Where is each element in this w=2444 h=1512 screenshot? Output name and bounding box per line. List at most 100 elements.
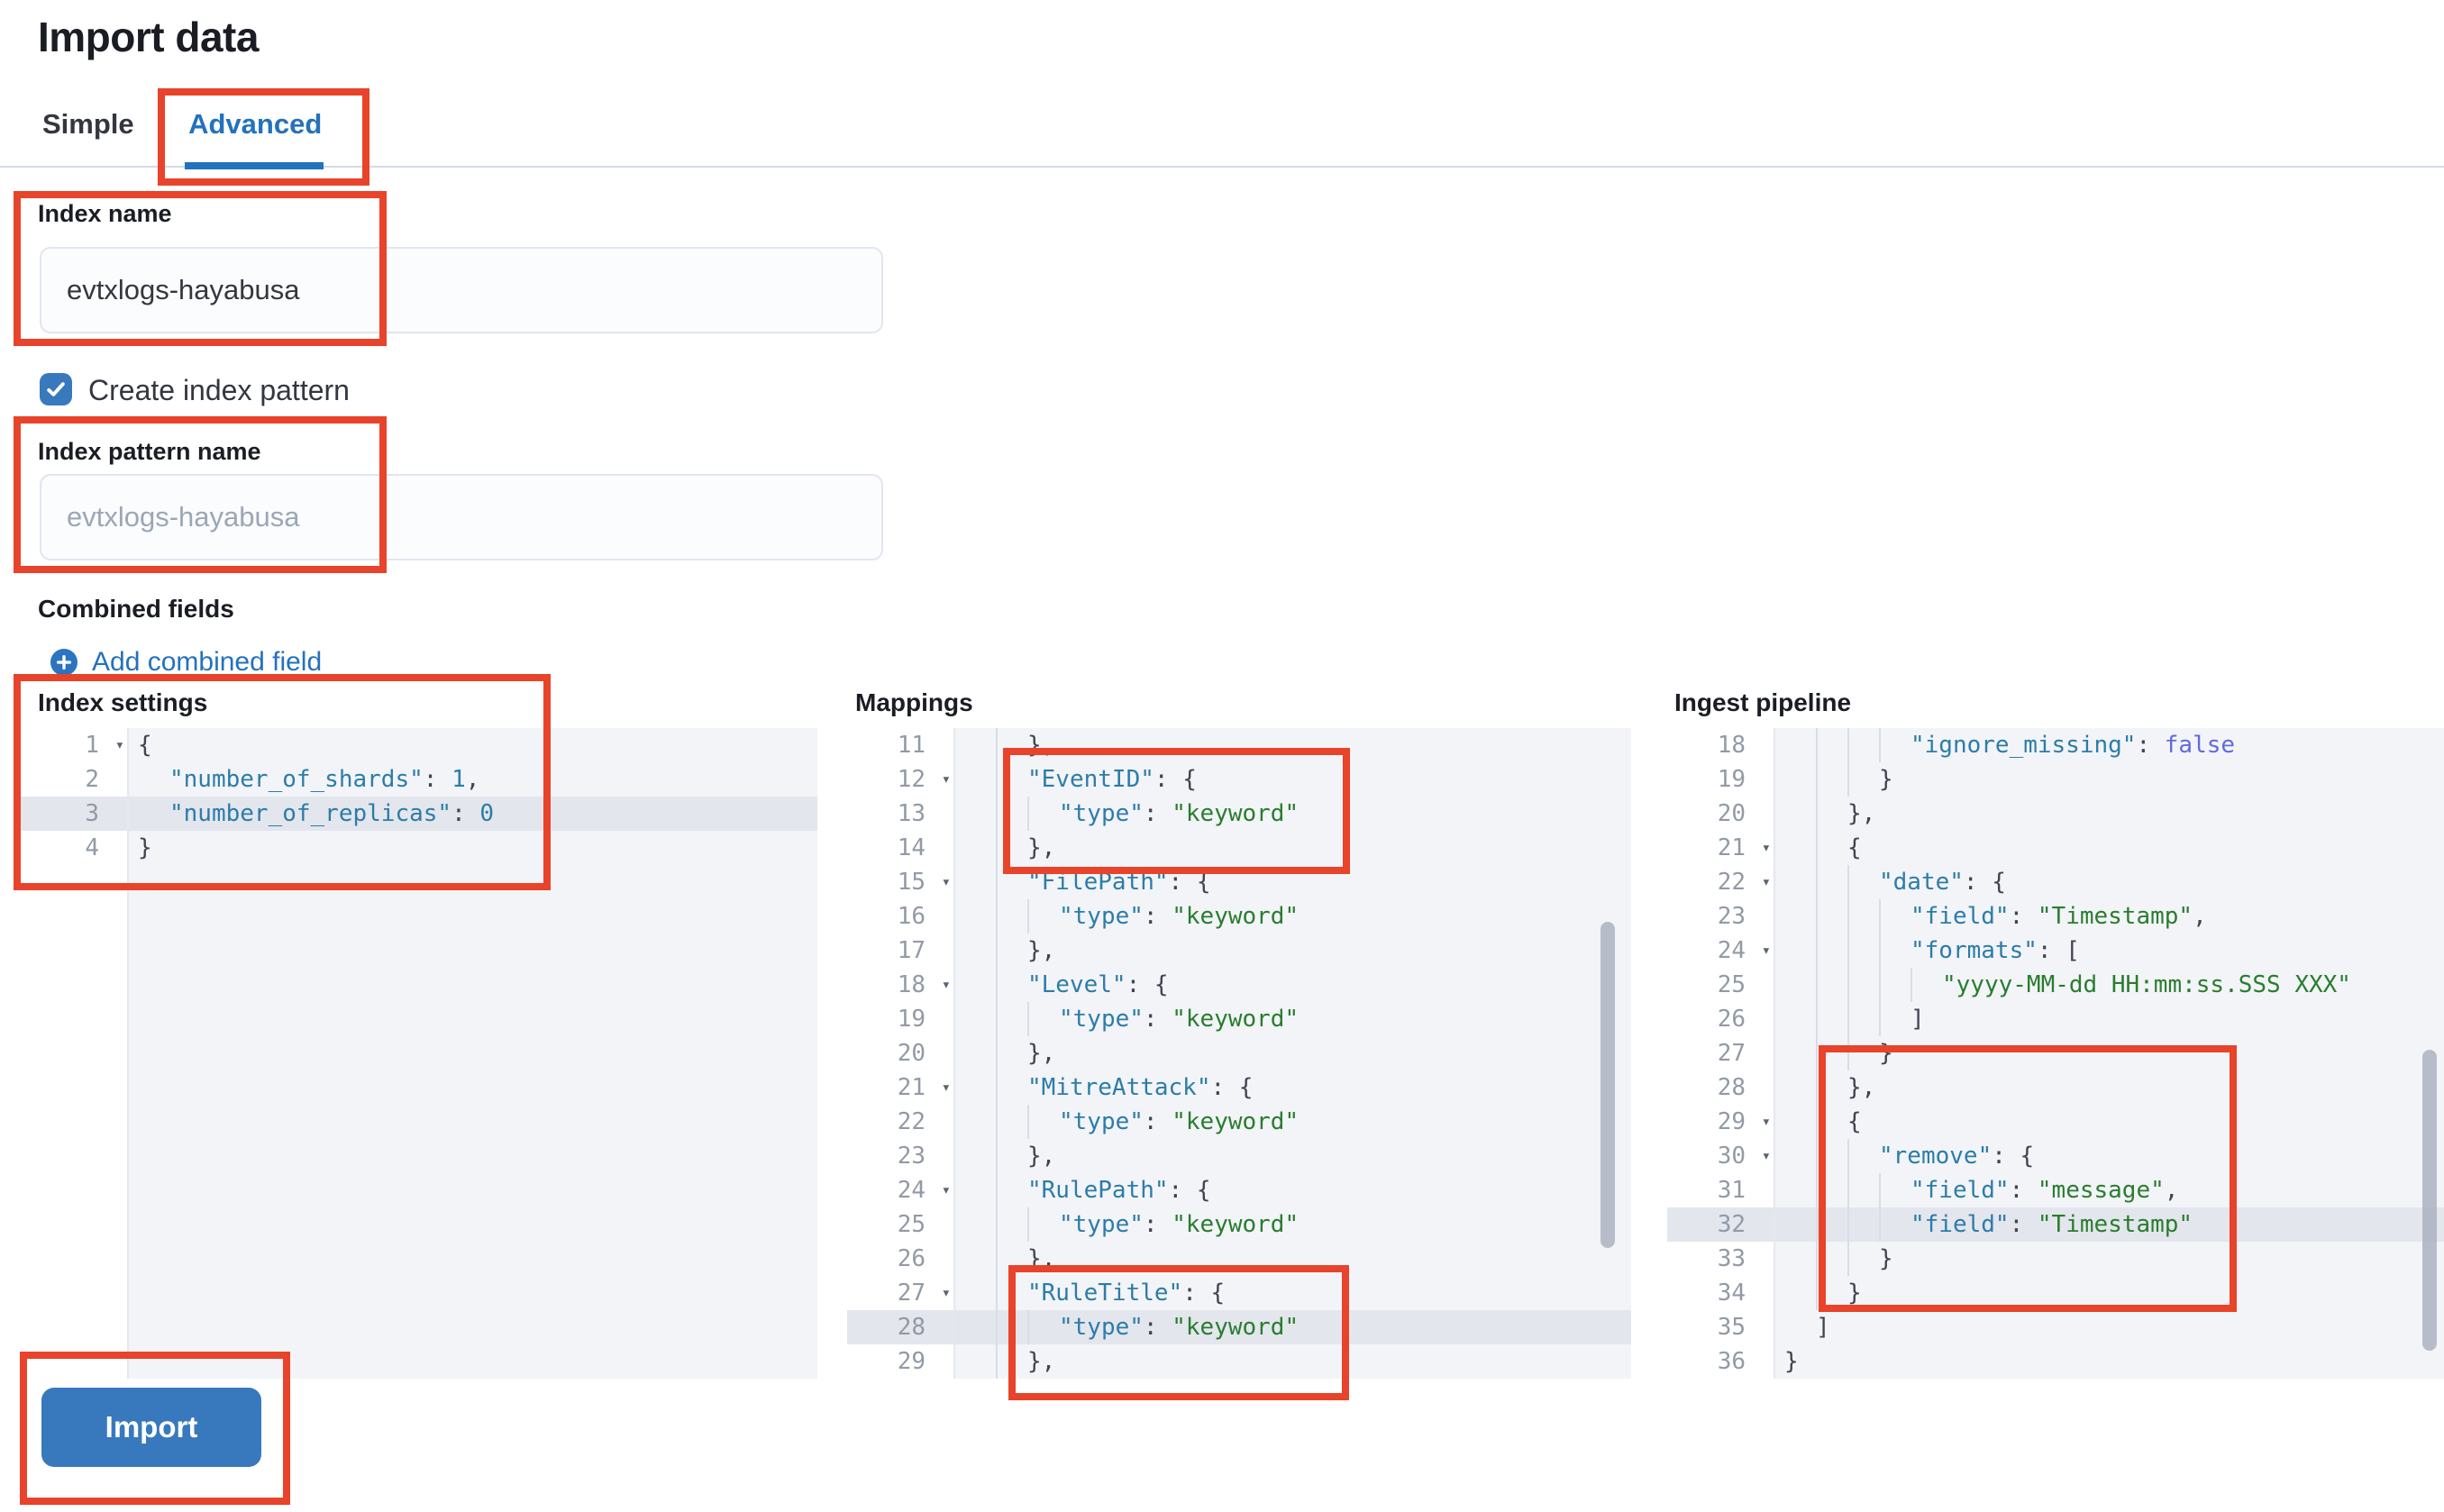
- line-number: 18 ▾: [847, 968, 955, 1002]
- code-line-22[interactable]: 22 ▾ "date": {: [1667, 865, 2444, 899]
- code-token: "RulePath": [1027, 1177, 1169, 1204]
- index-name-input[interactable]: [40, 247, 883, 333]
- code-line-31[interactable]: 31 "field": "message",: [1667, 1173, 2444, 1207]
- code-line-32[interactable]: 32 "field": "Timestamp": [1667, 1207, 2444, 1242]
- create-index-pattern-checkbox[interactable]: [40, 373, 72, 405]
- line-number: 26: [1717, 1006, 1746, 1033]
- code-token: "type": [1059, 1314, 1144, 1341]
- code-line-30[interactable]: 30 ▾ "remove": {: [1667, 1139, 2444, 1173]
- line-number: 30 ▾: [1667, 1139, 1775, 1173]
- mappings-label: Mappings: [855, 688, 973, 716]
- code-token: : {: [1126, 971, 1169, 998]
- indent-guide: [1847, 968, 1849, 1002]
- code-token: "keyword": [1172, 1006, 1300, 1033]
- code-token: "MitreAttack": [1027, 1074, 1211, 1101]
- code-token: "type": [1059, 1108, 1144, 1135]
- code-line-2[interactable]: 2 "number_of_shards": 1,: [21, 762, 817, 797]
- code-line-12[interactable]: 12 ▾ "EventID": {: [847, 762, 1631, 797]
- code-line-26[interactable]: 26]: [1667, 1002, 2444, 1036]
- code-line-25[interactable]: 25 "yyyy-MM-dd HH:mm:ss.SSS XXX": [1667, 968, 2444, 1002]
- fold-arrow-icon[interactable]: ▾: [941, 1079, 951, 1097]
- code-line-11[interactable]: 11},: [847, 728, 1631, 762]
- indent-guide: [1816, 728, 1818, 762]
- indent-guide: [1816, 1002, 1818, 1036]
- code-line-21[interactable]: 21 ▾ "MitreAttack": {: [847, 1070, 1631, 1105]
- code-line-28[interactable]: 28},: [1667, 1070, 2444, 1105]
- line-number: 16: [897, 903, 926, 930]
- editor-scrollbar-thumb[interactable]: [1600, 922, 1615, 1248]
- code-line-17[interactable]: 17},: [847, 934, 1631, 968]
- code-token: "RuleTitle": [1027, 1280, 1183, 1307]
- code-line-19[interactable]: 19}: [1667, 762, 2444, 797]
- code-token: "ignore_missing": [1911, 732, 2137, 759]
- code-line-34[interactable]: 34}: [1667, 1276, 2444, 1310]
- code-line-33[interactable]: 33}: [1667, 1242, 2444, 1276]
- fold-arrow-icon[interactable]: ▾: [941, 770, 951, 788]
- code-line-20[interactable]: 20},: [1667, 797, 2444, 831]
- tab-simple[interactable]: Simple: [42, 108, 134, 140]
- code-token: },: [1027, 937, 1056, 964]
- fold-arrow-icon[interactable]: ▾: [941, 1284, 951, 1302]
- code-line-16[interactable]: 16 "type": "keyword": [847, 899, 1631, 934]
- line-number: 24 ▾: [847, 1173, 955, 1207]
- code-line-14[interactable]: 14},: [847, 831, 1631, 865]
- code-line-4[interactable]: 4}: [21, 831, 817, 865]
- code-line-35[interactable]: 35]: [1667, 1310, 2444, 1344]
- code-line-24[interactable]: 24 ▾ "RulePath": {: [847, 1173, 1631, 1207]
- code-line-19[interactable]: 19 "type": "keyword": [847, 1002, 1631, 1036]
- code-line-27[interactable]: 27}: [1667, 1036, 2444, 1070]
- indent-guide: [1027, 1207, 1029, 1242]
- code-token: "yyyy-MM-dd HH:mm:ss.SSS XXX": [1942, 971, 2351, 998]
- code-line-29[interactable]: 29},: [847, 1344, 1631, 1379]
- fold-arrow-icon[interactable]: ▾: [1761, 942, 1771, 960]
- add-combined-field-label: Add combined field: [92, 647, 323, 677]
- add-combined-field-link[interactable]: Add combined field: [50, 647, 322, 678]
- code-line-36[interactable]: 36}: [1667, 1344, 2444, 1379]
- tab-advanced[interactable]: Advanced: [185, 103, 324, 169]
- code-line-22[interactable]: 22 "type": "keyword": [847, 1105, 1631, 1139]
- index-settings-editor[interactable]: 1 ▾ {2 "number_of_shards": 1, 3 "number_of_re…: [21, 728, 817, 1379]
- fold-arrow-icon[interactable]: ▾: [941, 873, 951, 891]
- code-line-27[interactable]: 27 ▾ "RuleTitle": {: [847, 1276, 1631, 1310]
- ingest-pipeline-editor[interactable]: 18 "ignore_missing": false 19} 20}, 21 ▾{22 ▾ "…: [1667, 728, 2444, 1379]
- indent-guide: [1847, 1139, 1849, 1173]
- indent-guide: [1847, 762, 1849, 797]
- code-line-21[interactable]: 21 ▾ {: [1667, 831, 2444, 865]
- code-line-24[interactable]: 24 ▾ "formats": [: [1667, 934, 2444, 968]
- code-line-15[interactable]: 15 ▾ "FilePath": {: [847, 865, 1631, 899]
- line-number: 28: [1717, 1074, 1746, 1101]
- fold-arrow-icon[interactable]: ▾: [1761, 1147, 1771, 1165]
- code-token: :: [1143, 1211, 1172, 1238]
- code-line-23[interactable]: 23},: [847, 1139, 1631, 1173]
- code-line-26[interactable]: 26},: [847, 1242, 1631, 1276]
- code-line-23[interactable]: 23 "field": "Timestamp",: [1667, 899, 2444, 934]
- code-line-13[interactable]: 13 "type": "keyword": [847, 797, 1631, 831]
- code-token: :: [423, 766, 452, 793]
- code-token: 1: [451, 766, 466, 793]
- code-token: ]: [1816, 1314, 1830, 1341]
- line-number: 22 ▾: [1667, 865, 1775, 899]
- code-line-18[interactable]: 18 "ignore_missing": false: [1667, 728, 2444, 762]
- code-token: "date": [1879, 869, 1964, 896]
- line-number: 13: [897, 800, 926, 827]
- index-pattern-name-input[interactable]: [40, 474, 883, 560]
- code-line-18[interactable]: 18 ▾ "Level": {: [847, 968, 1631, 1002]
- fold-arrow-icon[interactable]: ▾: [1761, 839, 1771, 857]
- fold-arrow-icon[interactable]: ▾: [114, 736, 124, 754]
- fold-arrow-icon[interactable]: ▾: [941, 1181, 951, 1199]
- mappings-editor[interactable]: 11}, 12 ▾ "EventID": {13 "type": "keyword" 14…: [847, 728, 1631, 1379]
- import-button[interactable]: Import: [41, 1388, 261, 1467]
- code-line-25[interactable]: 25 "type": "keyword": [847, 1207, 1631, 1242]
- fold-arrow-icon[interactable]: ▾: [1761, 873, 1771, 891]
- code-line-29[interactable]: 29 ▾ {: [1667, 1105, 2444, 1139]
- code-line-3[interactable]: 3 "number_of_replicas": 0: [21, 797, 817, 831]
- fold-arrow-icon[interactable]: ▾: [941, 976, 951, 994]
- indent-guide: [1027, 797, 1029, 831]
- code-token: : [: [2037, 937, 2080, 964]
- fold-arrow-icon[interactable]: ▾: [1761, 1113, 1771, 1131]
- code-line-28[interactable]: 28 "type": "keyword": [847, 1310, 1631, 1344]
- editor-scrollbar-thumb[interactable]: [2422, 1050, 2437, 1351]
- indent-guide: [996, 1207, 998, 1242]
- code-line-1[interactable]: 1 ▾ {: [21, 728, 817, 762]
- code-line-20[interactable]: 20},: [847, 1036, 1631, 1070]
